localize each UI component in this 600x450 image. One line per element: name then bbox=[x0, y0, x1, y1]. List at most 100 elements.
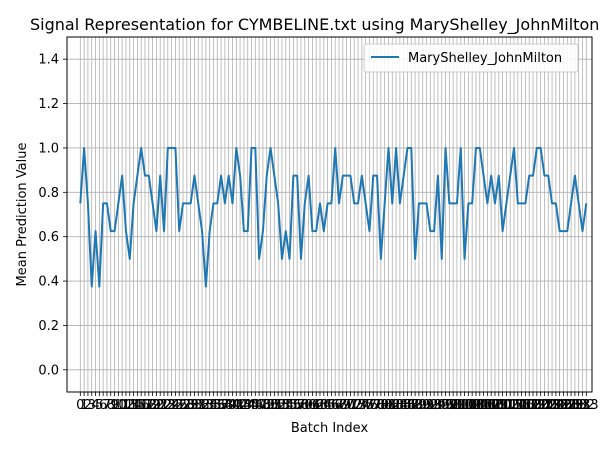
x-tick-label: 96 bbox=[437, 398, 454, 413]
x-tick-label: 17 bbox=[137, 398, 154, 413]
x-tick-label: 132 bbox=[570, 398, 595, 413]
y-tick-label: 0.2 bbox=[38, 319, 59, 334]
x-tick-label: 38 bbox=[217, 398, 234, 413]
x-tick-label: 11 bbox=[114, 398, 131, 413]
x-tick-label: 69 bbox=[335, 398, 352, 413]
x-tick-label: 22 bbox=[156, 398, 173, 413]
x-tick-label: 55 bbox=[281, 398, 298, 413]
x-tick-label: 47 bbox=[251, 398, 268, 413]
x-tick-label: 20 bbox=[148, 398, 165, 413]
x-tick-label: 87 bbox=[403, 398, 420, 413]
x-tick-label: 42 bbox=[232, 398, 249, 413]
x-tick-label: 65 bbox=[319, 398, 336, 413]
x-tick-label: 117 bbox=[513, 398, 538, 413]
x-tick-label: 126 bbox=[547, 398, 572, 413]
x-tick-label: 97 bbox=[441, 398, 458, 413]
x-tick-label: 99 bbox=[449, 398, 466, 413]
x-tick-label: 130 bbox=[562, 398, 587, 413]
x-tick-label: 52 bbox=[270, 398, 287, 413]
x-tick-label: 6 bbox=[99, 398, 107, 413]
x-tick-label: 73 bbox=[350, 398, 367, 413]
x-tick-label: 12 bbox=[118, 398, 135, 413]
x-tick-label: 5 bbox=[95, 398, 103, 413]
x-tick-label: 19 bbox=[144, 398, 161, 413]
legend: MaryShelley_JohnMilton bbox=[363, 43, 579, 73]
x-tick-label: 63 bbox=[312, 398, 329, 413]
x-tick-label: 62 bbox=[308, 398, 325, 413]
x-tick-label: 111 bbox=[490, 398, 515, 413]
x-tick-label: 8 bbox=[107, 398, 115, 413]
x-tick-label: 125 bbox=[543, 398, 568, 413]
x-tick-label: 57 bbox=[289, 398, 306, 413]
y-tick-label: 0.6 bbox=[38, 230, 59, 245]
x-tick-label: 116 bbox=[509, 398, 534, 413]
x-tick-label: 102 bbox=[456, 398, 481, 413]
x-tick-label: 122 bbox=[532, 398, 557, 413]
x-tick-label: 71 bbox=[342, 398, 359, 413]
series-line-maryshelley-johnmilton bbox=[79, 146, 588, 288]
x-tick-label: 75 bbox=[357, 398, 374, 413]
x-tick-label: 89 bbox=[411, 398, 428, 413]
x-tick-label: 85 bbox=[395, 398, 412, 413]
x-tick-label: 79 bbox=[373, 398, 390, 413]
x-tick-label: 90 bbox=[414, 398, 431, 413]
x-tick-label: 88 bbox=[407, 398, 424, 413]
x-tick-label: 81 bbox=[380, 398, 397, 413]
x-tick-label: 106 bbox=[471, 398, 496, 413]
x-tick-label: 118 bbox=[517, 398, 542, 413]
x-tick-label: 18 bbox=[141, 398, 158, 413]
x-tick-label: 84 bbox=[392, 398, 409, 413]
grid-layer bbox=[67, 37, 592, 392]
x-tick-label: 45 bbox=[243, 398, 260, 413]
x-tick-label: 121 bbox=[528, 398, 553, 413]
x-tick-label: 67 bbox=[327, 398, 344, 413]
x-tick-label: 92 bbox=[422, 398, 439, 413]
x-tick-label: 15 bbox=[129, 398, 146, 413]
x-tick-label: 60 bbox=[300, 398, 317, 413]
plot-frame bbox=[66, 36, 593, 393]
x-tick-label: 31 bbox=[190, 398, 207, 413]
x-tick-label: 103 bbox=[460, 398, 485, 413]
x-tick-label: 7 bbox=[103, 398, 111, 413]
x-tick-label: 70 bbox=[338, 398, 355, 413]
x-tick-label: 100 bbox=[448, 398, 473, 413]
x-tick-label: 123 bbox=[536, 398, 561, 413]
x-tick-label: 120 bbox=[524, 398, 549, 413]
x-tick-label: 28 bbox=[179, 398, 196, 413]
x-tick-label: 3 bbox=[88, 398, 96, 413]
x-tick-label: 1 bbox=[80, 398, 88, 413]
y-axis-label: Mean Prediction Value bbox=[15, 143, 30, 287]
x-tick-label: 76 bbox=[361, 398, 378, 413]
x-tick-label: 25 bbox=[167, 398, 184, 413]
x-tick-label: 2 bbox=[84, 398, 92, 413]
y-tick-label: 0.0 bbox=[38, 363, 59, 378]
x-tick-label: 9 bbox=[110, 398, 118, 413]
x-tick-label: 41 bbox=[228, 398, 245, 413]
x-tick-label: 39 bbox=[220, 398, 237, 413]
x-tick-label: 32 bbox=[194, 398, 211, 413]
x-tick-label: 83 bbox=[388, 398, 405, 413]
x-tick-label: 61 bbox=[304, 398, 321, 413]
y-tick-layer: 0.0 0.2 0.4 0.6 0.8 1.0 1.2 1.4 bbox=[38, 53, 67, 378]
x-tick-label: 36 bbox=[209, 398, 226, 413]
x-tick-label: 127 bbox=[551, 398, 576, 413]
x-tick-label: 10 bbox=[110, 398, 127, 413]
x-tick-label: 54 bbox=[277, 398, 294, 413]
x-tick-label: 50 bbox=[262, 398, 279, 413]
x-tick-label: 26 bbox=[171, 398, 188, 413]
y-tick-label: 0.4 bbox=[38, 275, 59, 290]
x-tick-label: 27 bbox=[175, 398, 192, 413]
x-tick-label: 16 bbox=[133, 398, 150, 413]
x-tick-label: 91 bbox=[418, 398, 435, 413]
y-tick-label: 1.0 bbox=[38, 141, 59, 156]
chart-title: Signal Representation for CYMBELINE.txt … bbox=[30, 15, 599, 35]
x-tick-label: 77 bbox=[365, 398, 382, 413]
x-tick-label: 108 bbox=[479, 398, 504, 413]
x-tick-label: 72 bbox=[346, 398, 363, 413]
x-tick-label: 112 bbox=[494, 398, 519, 413]
x-tick-label: 82 bbox=[384, 398, 401, 413]
x-tick-label: 119 bbox=[521, 398, 546, 413]
x-tick-label: 131 bbox=[566, 398, 591, 413]
x-tick-label: 86 bbox=[399, 398, 416, 413]
x-tick-label: 34 bbox=[201, 398, 218, 413]
